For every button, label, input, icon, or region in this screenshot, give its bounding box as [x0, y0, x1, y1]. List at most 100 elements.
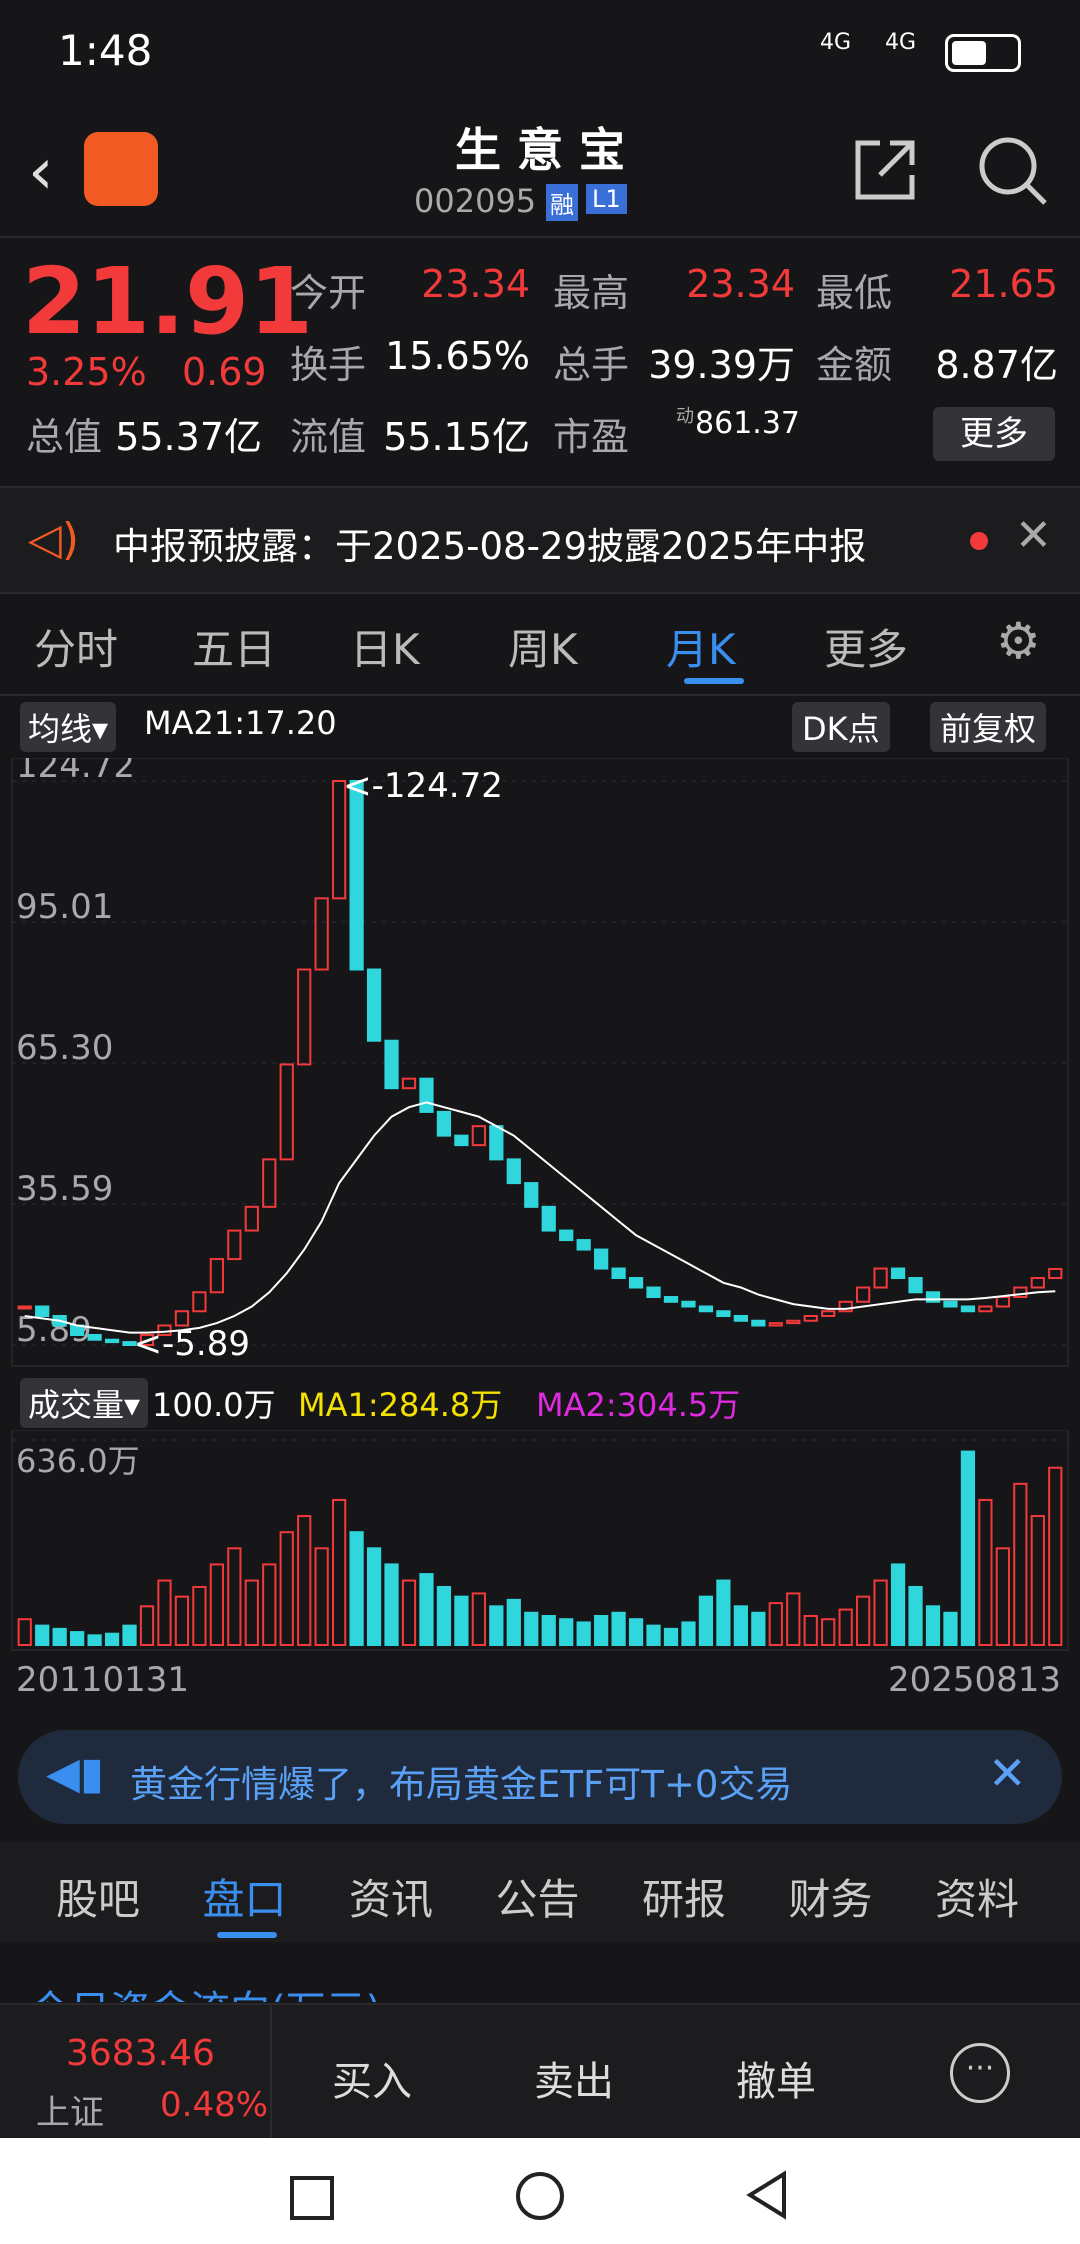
volume-chart: 636.0万 [11, 1430, 1069, 1651]
index-pct: 0.48% [160, 2085, 269, 2125]
dk-button[interactable]: DK点 [792, 702, 890, 752]
logo [84, 132, 158, 206]
frame [11, 1430, 1069, 1651]
candle [227, 1229, 242, 1261]
label: 成交量 [28, 1386, 125, 1424]
candle [716, 1310, 731, 1318]
volume-bar [104, 1632, 120, 1646]
tab[interactable]: 日K [350, 625, 420, 674]
volume-bar [122, 1624, 137, 1646]
action[interactable]: 买入 [332, 2059, 412, 2105]
tab[interactable]: 周K [508, 625, 578, 674]
volume-bar [838, 1608, 853, 1646]
candle [87, 1333, 102, 1341]
volume-bar [576, 1621, 591, 1646]
candle [681, 1300, 696, 1308]
banner[interactable]: ◀▮ 黄金行情爆了，布局黄金ETF可T+0交易 ✕ [18, 1730, 1062, 1824]
net: 4G [820, 30, 852, 55]
volume-bar [716, 1579, 731, 1646]
nav-recent[interactable] [290, 2176, 334, 2220]
volume-bar [384, 1563, 399, 1647]
search[interactable] [975, 133, 1050, 208]
candle [838, 1300, 853, 1313]
ma-line [24, 1101, 1056, 1334]
volume-bar [436, 1585, 452, 1646]
clock: 1:48 [58, 26, 153, 75]
adj-button[interactable]: 前复权 [930, 702, 1047, 752]
nav-home[interactable] [516, 2172, 564, 2220]
candle [628, 1277, 644, 1289]
share[interactable] [850, 135, 920, 205]
candle [873, 1267, 888, 1289]
volume-bar [524, 1611, 539, 1646]
tab[interactable]: 更多 [824, 625, 909, 674]
candle [419, 1077, 434, 1113]
candle [489, 1125, 504, 1161]
volume-bar [978, 1498, 993, 1646]
candle [698, 1305, 714, 1313]
pe-sup: 动 [676, 406, 694, 427]
index-name: 上证 [36, 2093, 104, 2133]
ma-value: MA21:17.20 [144, 704, 337, 742]
speaker: ◁) [28, 514, 80, 565]
tab[interactable]: 财务 [788, 1875, 873, 1924]
date-end: 20250813 [888, 1660, 1062, 1700]
volume-bar [733, 1605, 748, 1646]
volume-bar [1030, 1515, 1045, 1646]
label: 最高 [553, 271, 630, 315]
tab[interactable]: 研报 [642, 1875, 727, 1924]
close[interactable]: ✕ [988, 1746, 1027, 1800]
candle [209, 1258, 224, 1294]
back[interactable]: ‹ [28, 135, 54, 209]
tab[interactable]: 盘口 [202, 1875, 287, 1924]
nav-bar [0, 2138, 1080, 2244]
candle [803, 1315, 818, 1322]
nav-back[interactable] [744, 2170, 790, 2220]
tag: L1 [586, 184, 627, 214]
candle [768, 1322, 783, 1327]
ma-button[interactable]: 均线▾ [20, 702, 117, 752]
settings[interactable]: ⚙ [996, 612, 1041, 670]
value: 8.87亿 [935, 343, 1058, 387]
candle [1048, 1267, 1063, 1280]
candle [384, 1039, 399, 1090]
tab[interactable]: 月K [666, 625, 736, 674]
volume-bar [751, 1611, 766, 1646]
tab[interactable]: 分时 [34, 625, 119, 674]
value: 861.37 [695, 406, 800, 441]
menu[interactable]: ··· [950, 2043, 1010, 2103]
volume-bar [401, 1579, 417, 1646]
top-area: 1:48 4G 4G ‹ 生 意 宝 002095 融 L1 [0, 0, 1080, 236]
frame [11, 758, 1069, 1367]
action[interactable]: 卖出 [534, 2059, 614, 2105]
candle [786, 1319, 801, 1325]
candle [122, 1341, 137, 1347]
close[interactable]: ✕ [1015, 510, 1052, 561]
net: 4G [885, 30, 917, 55]
y-tick-label: 636.0万 [16, 1442, 140, 1480]
more-button[interactable]: 更多 [933, 407, 1055, 461]
title: 生 意 宝 [454, 123, 626, 177]
candle [663, 1296, 679, 1303]
volume-bar [611, 1611, 626, 1646]
action[interactable]: 撤单 [736, 2059, 816, 2105]
volume-bar [35, 1624, 50, 1646]
tab[interactable]: 资讯 [349, 1875, 434, 1924]
volume-bar [943, 1611, 958, 1646]
value: 23.34 [686, 262, 795, 306]
candle [856, 1286, 871, 1303]
volume-bar [803, 1614, 818, 1647]
tab[interactable]: 股吧 [56, 1875, 141, 1924]
volume-bar [856, 1595, 871, 1646]
tab[interactable]: 五日 [192, 625, 277, 674]
y-tick-label: 124.72 [16, 758, 135, 786]
volume-bar [419, 1573, 434, 1646]
candle [576, 1239, 591, 1251]
volume-bar [17, 1618, 32, 1646]
tab[interactable]: 公告 [495, 1875, 580, 1924]
vol-button[interactable]: 成交量▾ [20, 1378, 149, 1428]
tab[interactable]: 资料 [935, 1875, 1020, 1924]
flow-title: 今日资金流向(万元) [30, 1978, 381, 2002]
